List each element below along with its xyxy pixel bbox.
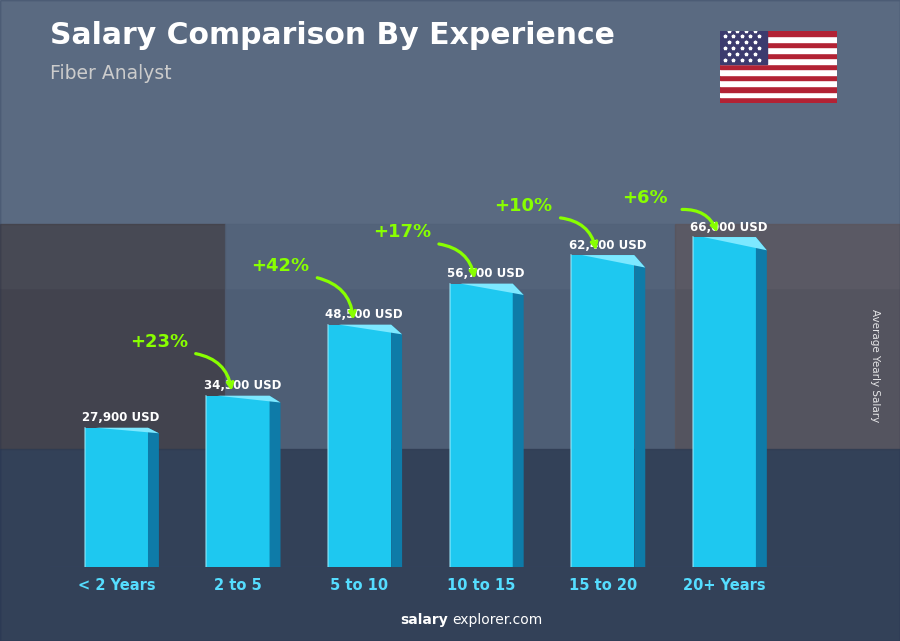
Bar [720, 47, 837, 53]
Polygon shape [449, 283, 524, 295]
Bar [0, 0, 900, 288]
Polygon shape [328, 324, 402, 335]
Bar [720, 53, 837, 58]
Bar [225, 224, 675, 449]
Bar [328, 324, 392, 567]
Bar [449, 283, 513, 567]
Bar [693, 237, 756, 567]
Polygon shape [85, 428, 159, 433]
Text: +23%: +23% [130, 333, 188, 351]
Bar [720, 69, 837, 75]
Text: Average Yearly Salary: Average Yearly Salary [869, 309, 880, 422]
Bar [720, 64, 837, 69]
Polygon shape [148, 428, 159, 567]
Bar [720, 81, 837, 86]
Polygon shape [206, 395, 281, 403]
Bar [720, 37, 837, 42]
Polygon shape [634, 255, 645, 567]
Text: salary: salary [400, 613, 448, 627]
Bar [720, 75, 837, 81]
Bar [85, 428, 148, 567]
Text: +42%: +42% [251, 256, 310, 274]
Text: Fiber Analyst: Fiber Analyst [50, 64, 171, 83]
Text: 48,500 USD: 48,500 USD [326, 308, 403, 321]
Bar [206, 395, 270, 567]
Bar [0, 449, 900, 641]
Text: +17%: +17% [373, 223, 431, 241]
Text: +6%: +6% [623, 189, 668, 207]
Bar [572, 255, 634, 567]
Polygon shape [392, 324, 402, 567]
Text: explorer.com: explorer.com [452, 613, 542, 627]
Bar [720, 86, 837, 92]
Text: 56,700 USD: 56,700 USD [447, 267, 525, 280]
Polygon shape [270, 395, 281, 567]
Polygon shape [513, 283, 524, 567]
Text: +10%: +10% [495, 197, 553, 215]
Text: Salary Comparison By Experience: Salary Comparison By Experience [50, 21, 615, 49]
Text: 62,400 USD: 62,400 USD [569, 238, 646, 252]
Polygon shape [756, 237, 767, 567]
Text: 66,000 USD: 66,000 USD [690, 221, 768, 233]
Polygon shape [693, 237, 767, 250]
Text: 27,900 USD: 27,900 USD [82, 411, 159, 424]
Bar [720, 31, 837, 37]
Polygon shape [572, 255, 645, 267]
Bar [720, 58, 837, 64]
Bar [720, 92, 837, 97]
Bar [720, 42, 837, 47]
Bar [0, 224, 225, 449]
Text: 34,300 USD: 34,300 USD [204, 379, 282, 392]
Bar [675, 224, 900, 449]
Bar [720, 97, 837, 103]
Bar [720, 31, 767, 64]
